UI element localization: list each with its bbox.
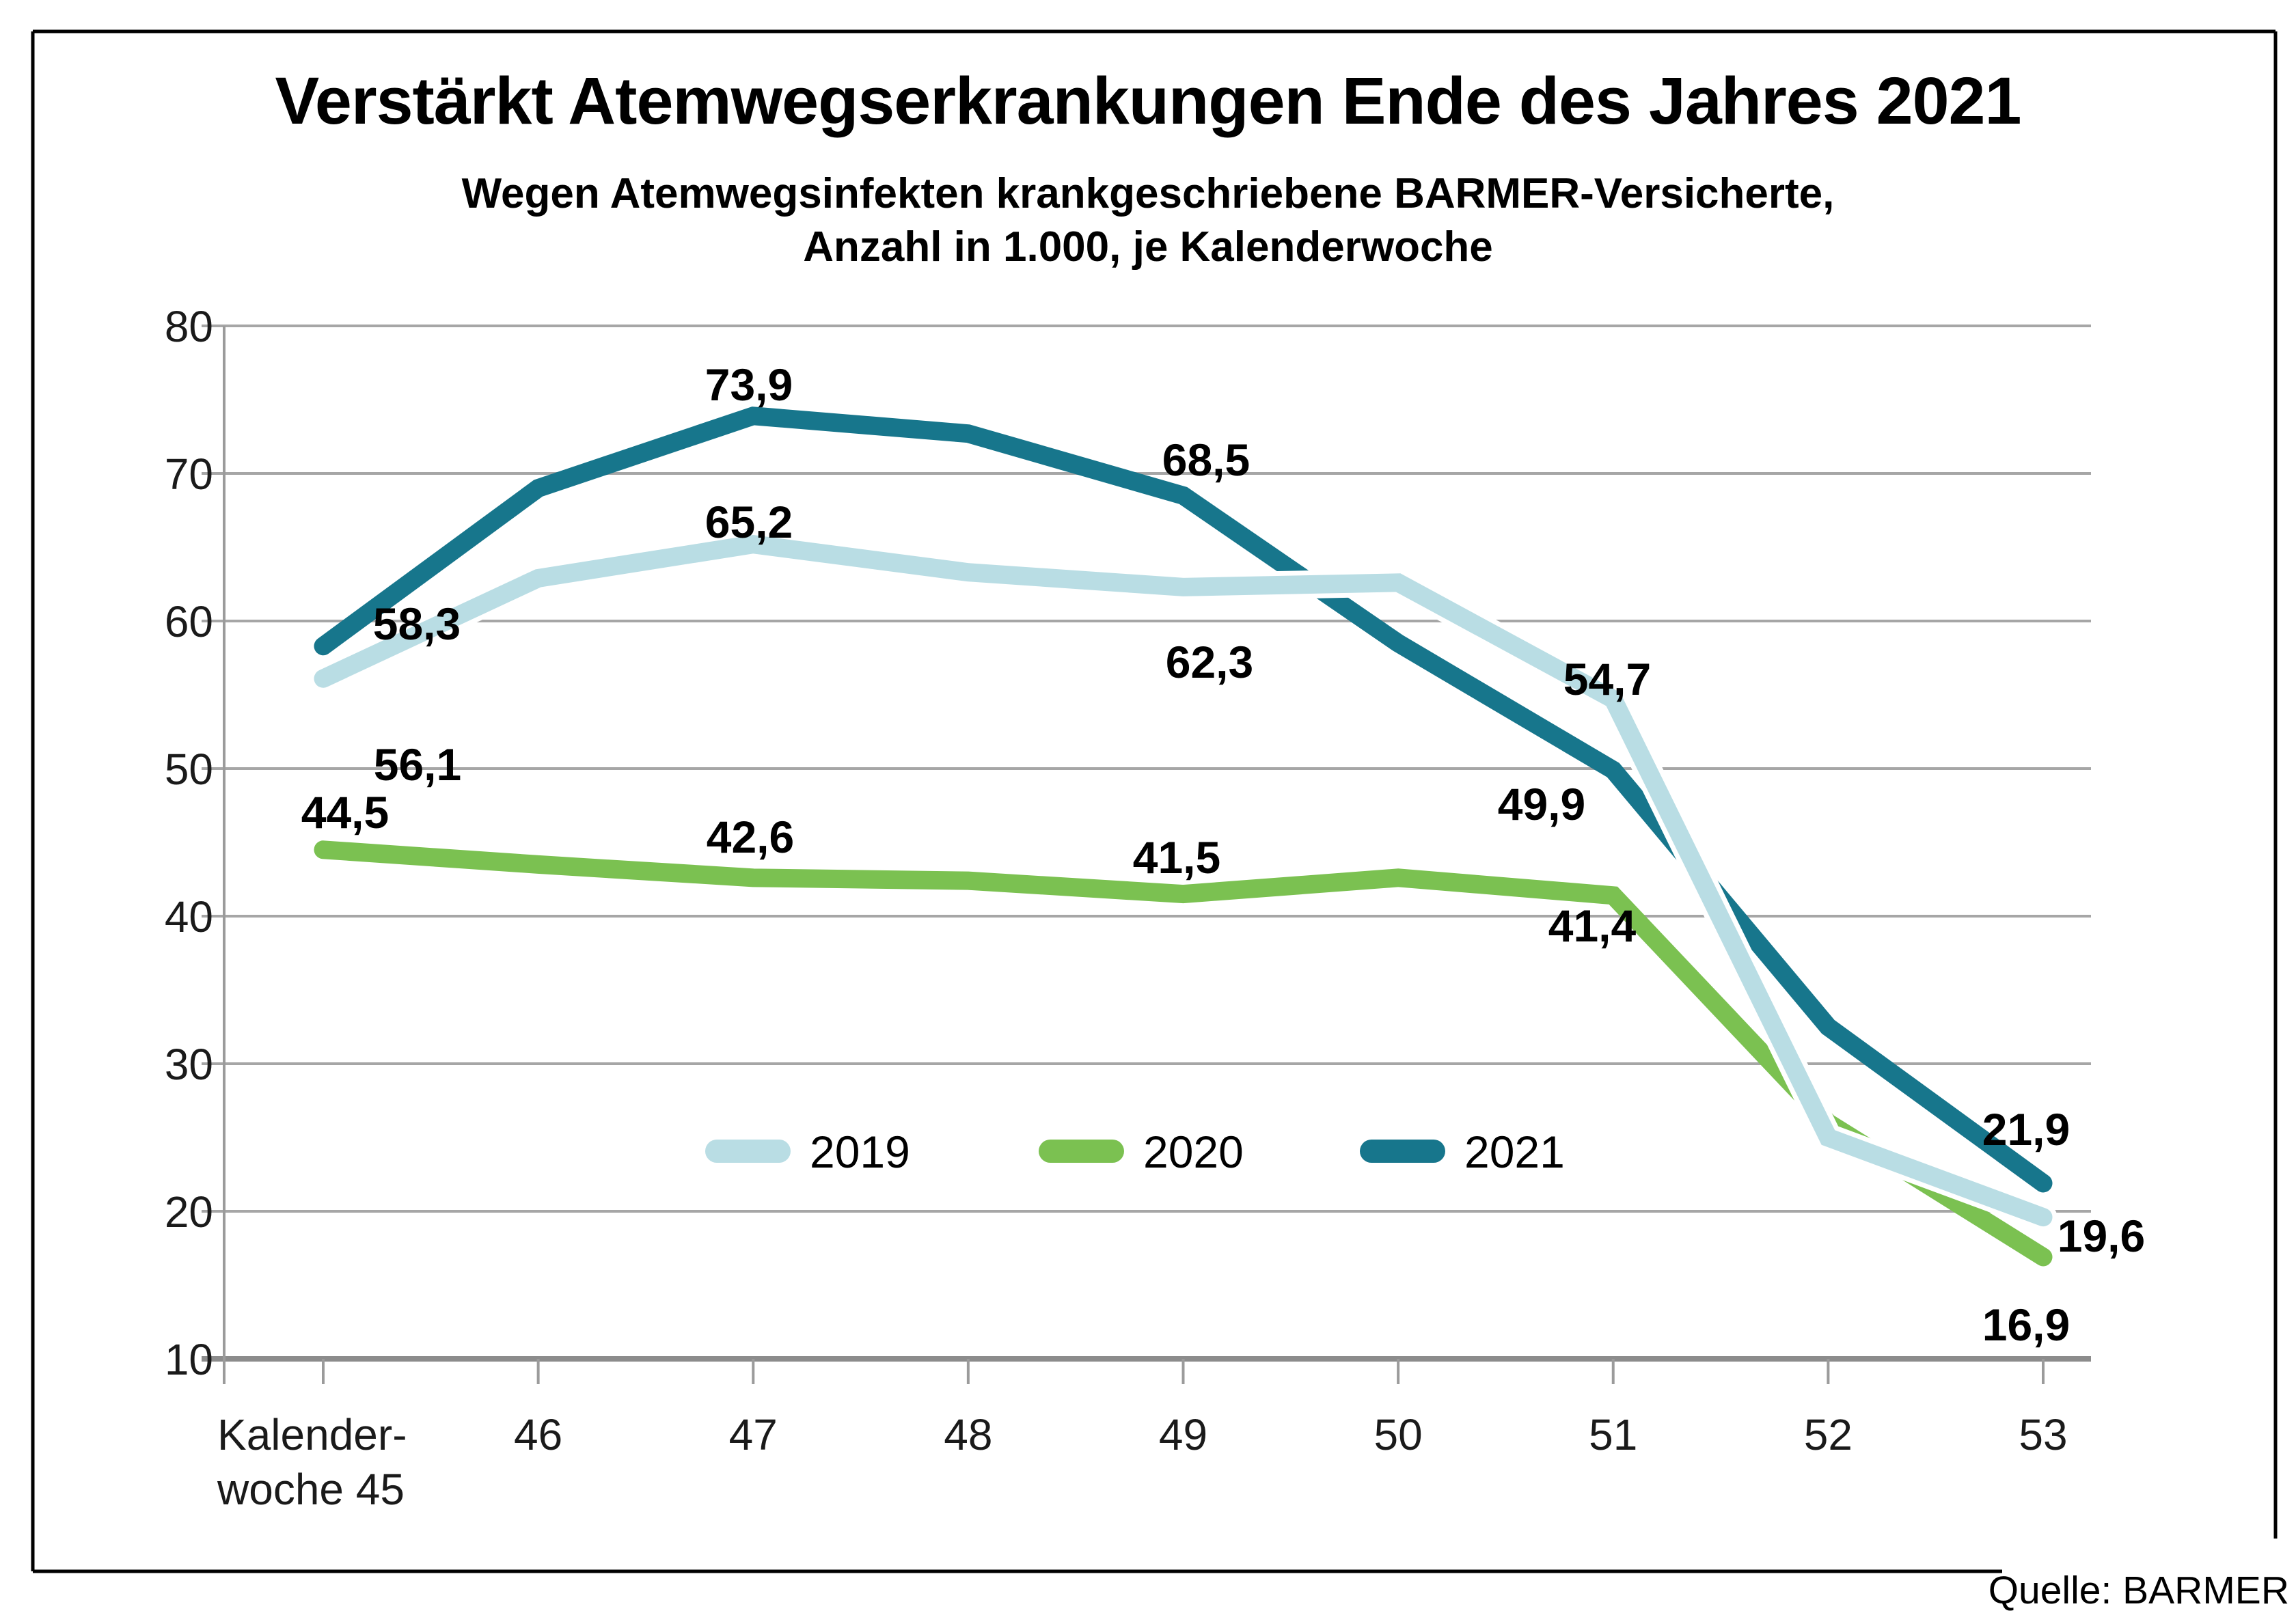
y-axis-label-60: 60	[165, 597, 213, 646]
y-axis-label-50: 50	[165, 745, 213, 794]
data-label-2020-kw53: 16,9	[1982, 1299, 2070, 1350]
series-line-2019	[314, 535, 2053, 1227]
x-axis-label-45-line2: woche 45	[217, 1465, 405, 1514]
legend-label-2020: 2020	[1143, 1127, 1244, 1177]
legend-swatch-2021	[1360, 1140, 1445, 1163]
data-label-2021-kw53: 21,9	[1982, 1104, 2070, 1155]
legend-label-2021: 2021	[1464, 1127, 1565, 1177]
x-axis-label-47: 47	[729, 1410, 778, 1459]
source-credit: Quelle: BARMER	[1988, 1569, 2289, 1612]
y-axis-label-30: 30	[165, 1040, 213, 1089]
data-label-2020-kw45: 44,5	[301, 787, 389, 838]
data-label-2020-kw51: 41,4	[1548, 900, 1637, 951]
data-label-2019-kw51: 54,7	[1563, 654, 1651, 704]
legend-label-2019: 2019	[810, 1127, 910, 1177]
x-axis-label-51: 51	[1589, 1410, 1637, 1459]
x-axis-label-53: 53	[2019, 1410, 2067, 1459]
data-label-2020-kw49: 41,5	[1133, 832, 1220, 883]
chart-subtitle-line2: Anzahl in 1.000, je Kalenderwoche	[803, 223, 1493, 271]
chart-subtitle-line1: Wegen Atemwegsinfekten krankgeschriebene…	[461, 170, 1835, 217]
x-axis-label-45-line1: Kalender-	[217, 1410, 407, 1459]
y-axis-label-10: 10	[165, 1335, 213, 1384]
data-label-2021-kw49: 68,5	[1162, 435, 1250, 485]
data-label-2019-kw53: 19,6	[2058, 1211, 2145, 1261]
x-axis-label-50: 50	[1374, 1410, 1423, 1459]
data-label-2019-kw49: 62,3	[1166, 637, 1253, 687]
y-axis-label-40: 40	[165, 892, 213, 941]
data-label-2021-kw51: 49,9	[1498, 779, 1585, 829]
data-label-2019-kw47: 65,2	[705, 497, 793, 547]
data-label-2021-kw45: 58,3	[373, 598, 461, 649]
series-line-2021	[314, 406, 2053, 1193]
y-axis-label-70: 70	[165, 450, 213, 499]
x-axis-label-48: 48	[944, 1410, 992, 1459]
x-axis-label-52: 52	[1804, 1410, 1853, 1459]
x-axis-label-46: 46	[514, 1410, 562, 1459]
data-label-2020-kw47: 42,6	[707, 812, 794, 862]
data-label-2019-kw45: 56,1	[374, 739, 461, 790]
legend-swatch-2020	[1039, 1140, 1124, 1163]
series-line-2020	[314, 840, 2053, 1267]
x-axis-label-49: 49	[1159, 1410, 1207, 1459]
data-label-2021-kw47: 73,9	[705, 359, 793, 410]
chart-title: Verstärkt Atemwegserkrankungen Ende des …	[275, 64, 2022, 138]
y-axis-label-80: 80	[165, 302, 213, 351]
y-axis-label-20: 20	[165, 1187, 213, 1237]
legend-swatch-2019	[705, 1140, 791, 1163]
